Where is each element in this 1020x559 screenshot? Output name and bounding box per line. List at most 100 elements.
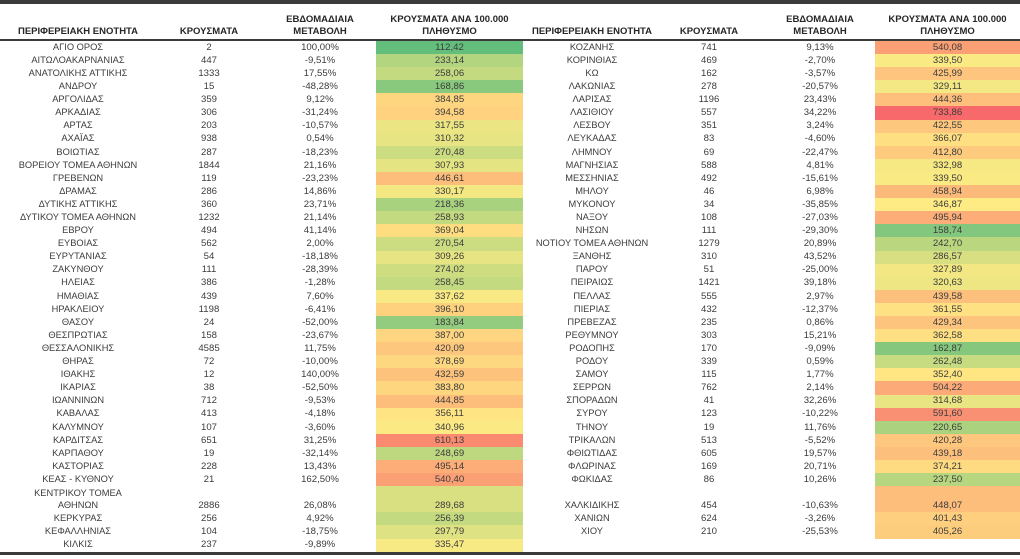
cases-per-100k-cell: 356,11 — [376, 407, 523, 421]
cases-per-100k-cell: 495,14 — [376, 460, 523, 474]
weekly-change-cell: -10,57% — [302, 120, 338, 132]
cases-per-100k-cell: 504,22 — [875, 381, 1020, 395]
region-name-cell: ΑΓΙΟ ΟΡΟΣ — [52, 41, 104, 52]
header-cases-per-100k-right: ΚΡΟΥΣΜΑΤΑ ΑΝΑ 100.000 ΠΛΗΘΥΣΜΟ — [888, 14, 1007, 37]
table-header-row: ΠΕΡΙΦΕΡΕΙΑΚΗ ΕΝΟΤΗΤΑ ΚΡΟΥΣΜΑΤΑ ΕΒΔΟΜΑΔΙΑ… — [0, 4, 1020, 41]
cases-per-100k-cell: 420,28 — [875, 433, 1020, 447]
cases-cell: 237 — [200, 539, 217, 551]
cases-cell: 306 — [200, 107, 217, 119]
weekly-change-cell: 140,00% — [301, 369, 339, 381]
cases-per-100k-cell: 248,69 — [376, 446, 523, 460]
weekly-change-cell: 1,77% — [806, 369, 834, 381]
cases-cell: 557 — [700, 107, 717, 119]
cases-per-100k-cell: 262,48 — [875, 355, 1020, 369]
header-weekly-change-right: ΕΒΔΟΜΑΔΙΑΙΑ ΜΕΤΑΒΟΛΗ — [786, 14, 854, 37]
table-row: ΞΑΝΘΗΣ 310 43,52% 286,57 — [531, 250, 1020, 264]
region-name-cell: ΜΥΚΟΝΟΥ — [568, 198, 616, 209]
cases-per-100k-cell: 289,68 — [376, 486, 523, 513]
region-name-cell: ΑΝΑΤΟΛΙΚΗΣ ΑΤΤΙΚΗΣ — [28, 67, 128, 78]
cases-cell: 115 — [701, 369, 717, 381]
weekly-change-cell: -9,53% — [304, 395, 336, 407]
cases-per-100k-cell: 362,58 — [875, 329, 1020, 343]
cases-cell: 1421 — [698, 277, 720, 289]
region-name-cell: ΝΟΤΙΟΥ ΤΟΜΕΑ ΑΘΗΝΩΝ — [535, 238, 649, 249]
cases-per-100k-cell: 339,50 — [875, 54, 1020, 68]
cases-cell: 210 — [700, 526, 717, 538]
weekly-change-cell: 2,14% — [806, 382, 834, 394]
table-bottom-border — [0, 552, 1020, 555]
weekly-change-cell: -4,18% — [304, 408, 336, 420]
region-name-cell: ΡΟΔΟΥ — [575, 356, 609, 367]
cases-cell: 15 — [203, 81, 215, 93]
weekly-change-cell: 0,86% — [806, 316, 834, 328]
table-row: ΜΑΓΝΗΣΙΑΣ 588 4,81% 332,98 — [531, 158, 1020, 172]
table-row: ΤΡΙΚΑΛΩΝ 513 -5,52% 420,28 — [531, 433, 1020, 447]
cases-per-100k-cell: 439,18 — [875, 446, 1020, 460]
region-name-cell: ΕΥΡΥΤΑΝΙΑΣ — [49, 251, 107, 262]
cases-cell: 513 — [700, 434, 717, 446]
cases-cell: 432 — [700, 303, 717, 315]
cases-per-100k-cell: 540,40 — [376, 473, 523, 487]
weekly-change-cell: 11,76% — [804, 421, 836, 433]
table-row: ΛΗΜΝΟΥ 69 -22,47% 412,80 — [531, 145, 1020, 159]
region-name-cell: ΦΛΩΡΙΝΑΣ — [567, 460, 617, 471]
cases-per-100k-cell: 420,09 — [376, 342, 523, 356]
weekly-change-cell: 31,25% — [303, 434, 337, 446]
table-row: ΦΛΩΡΙΝΑΣ 169 20,71% 374,21 — [531, 460, 1020, 474]
weekly-change-cell: -32,14% — [302, 447, 338, 459]
cases-per-100k-cell: 332,98 — [875, 158, 1020, 172]
weekly-change-cell: -27,03% — [802, 212, 838, 224]
region-name-cell: ΛΕΥΚΑΔΑΣ — [567, 133, 617, 144]
weekly-change-cell: -10,63% — [802, 499, 838, 511]
cases-cell: 439 — [200, 290, 217, 302]
cases-per-100k-cell: 286,57 — [875, 250, 1020, 264]
weekly-change-cell: 20,71% — [803, 460, 837, 472]
weekly-change-cell: 26,08% — [303, 499, 337, 511]
table-row: ΘΗΡΑΣ 72 -10,00% 378,69 — [2, 355, 523, 369]
cases-cell: 562 — [200, 238, 217, 250]
weekly-change-cell: -25,00% — [802, 264, 838, 276]
cases-per-100k-cell: 446,61 — [376, 171, 523, 186]
weekly-change-cell: -18,18% — [302, 251, 338, 263]
weekly-change-cell: 21,16% — [303, 159, 337, 171]
cases-cell: 83 — [703, 133, 715, 145]
region-name-cell: ΑΝΔΡΟΥ — [58, 81, 98, 92]
table-body: ΑΓΙΟ ΟΡΟΣ 2 100,00% 112,42 ΑΙΤΩΛΟΑΚΑΡΝΑΝΙΑΣ 4… — [0, 41, 1020, 552]
table-row: ΛΕΣΒΟΥ 351 3,24% 422,55 — [531, 119, 1020, 133]
cases-per-100k-cell: 591,60 — [875, 407, 1020, 421]
region-name-cell: ΚΑΡΠΑΘΟΥ — [52, 447, 104, 458]
cases-per-100k-cell: 401,43 — [875, 512, 1020, 526]
cases-cell: 386 — [200, 277, 217, 289]
weekly-change-cell: 9,13% — [806, 41, 834, 53]
cases-per-100k-cell: 220,65 — [875, 420, 1020, 434]
cases-per-100k-cell: 233,14 — [376, 54, 523, 68]
cases-per-100k-cell: 314,68 — [875, 394, 1020, 408]
table-row: ΛΑΣΙΘΙΟΥ 557 34,22% 733,86 — [531, 106, 1020, 120]
table-row: ΓΡΕΒΕΝΩΝ 119 -23,23% 446,61 — [2, 171, 523, 186]
cases-cell: 339 — [700, 356, 717, 368]
region-name-cell: ΚΟΖΑΝΗΣ — [569, 41, 615, 52]
region-name-cell: ΑΡΚΑΔΙΑΣ — [55, 107, 101, 118]
cases-cell: 51 — [703, 264, 715, 276]
cases-per-100k-cell: 425,99 — [875, 67, 1020, 81]
cases-per-100k-cell: 383,80 — [376, 381, 523, 395]
cases-cell: 360 — [200, 198, 217, 210]
weekly-change-cell: 43,52% — [803, 251, 837, 263]
cases-per-100k-cell: 378,69 — [376, 355, 523, 369]
cases-per-100k-cell: 439,58 — [875, 289, 1020, 303]
weekly-change-cell: -9,09% — [804, 342, 836, 354]
cases-per-100k-cell: 237,50 — [875, 473, 1020, 487]
cases-cell: 170 — [700, 342, 717, 354]
table-row: ΜΥΚΟΝΟΥ 34 -35,85% 346,87 — [531, 198, 1020, 212]
cases-per-100k-cell: 258,45 — [376, 276, 523, 290]
cases-cell: 1196 — [698, 94, 720, 106]
cases-cell: 38 — [203, 382, 215, 394]
cases-per-100k-cell: 733,86 — [875, 106, 1020, 120]
cases-per-100k-cell: 330,17 — [376, 185, 523, 199]
cases-per-100k-cell: 429,34 — [875, 315, 1020, 330]
table-row: ΠΑΡΟΥ 51 -25,00% 327,89 — [531, 263, 1020, 277]
weekly-change-cell: 32,26% — [803, 395, 837, 407]
weekly-change-cell: 4,81% — [806, 159, 834, 171]
cases-per-100k-cell: 270,54 — [376, 237, 523, 251]
region-name-cell: ΦΩΚΙΔΑΣ — [571, 473, 613, 484]
